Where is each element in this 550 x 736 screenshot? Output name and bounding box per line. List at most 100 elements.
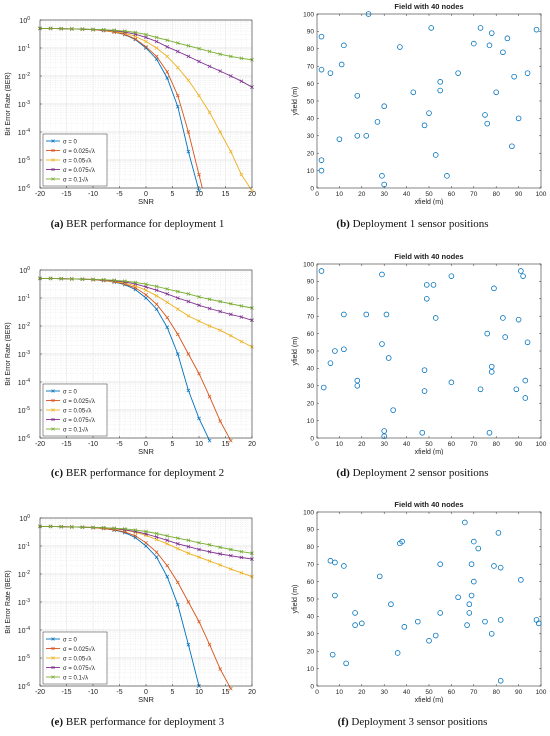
x-tick-label: 20: [248, 689, 256, 696]
legend: σ = 0 σ = 0.025√λ σ = 0.05√λ σ = 0.075√λ σ =…: [42, 631, 108, 685]
series-marker: [186, 78, 191, 83]
x-tick-label: 20: [358, 441, 366, 448]
node-point: [477, 386, 484, 393]
node-point: [522, 395, 529, 401]
node-point: [320, 384, 327, 391]
node-point: [524, 339, 531, 346]
x-tick-label: -15: [61, 689, 71, 696]
series-marker: [239, 56, 244, 61]
series-marker: [197, 172, 201, 177]
series-marker: [186, 54, 191, 59]
y-axis-label: yfield (m): [292, 337, 299, 366]
series-marker: [197, 416, 201, 421]
node-point: [500, 315, 506, 321]
node-point: [432, 315, 439, 321]
series-marker: [175, 332, 180, 337]
series-marker: [69, 525, 74, 529]
node-point: [515, 316, 522, 323]
series-marker: [165, 300, 170, 305]
node-point: [466, 601, 473, 608]
node-point: [381, 181, 387, 188]
field-chart-2: Field with 40 nodes 0 10 20 30 40 50 60 70 80 90 10…: [275, 250, 550, 456]
node-point: [464, 622, 470, 628]
node-point: [511, 73, 517, 80]
y-tick-label: 60: [307, 81, 315, 88]
node-point: [318, 33, 325, 40]
legend-marker: [51, 148, 55, 153]
node-point: [504, 35, 511, 42]
x-tick-label: -10: [88, 441, 98, 448]
node-point: [352, 622, 358, 628]
node-point: [437, 79, 444, 85]
y-tick-label: 10-2: [18, 322, 30, 331]
y-tick-label: 100: [303, 11, 314, 18]
x-tick-label: 90: [515, 191, 523, 198]
node-point: [515, 115, 522, 122]
node-point: [419, 429, 426, 436]
node-point: [397, 44, 403, 50]
node-point: [421, 367, 428, 373]
x-tick-label: 30: [381, 441, 389, 448]
series-marker: [175, 41, 180, 45]
series-marker: [239, 304, 244, 308]
y-tick-label: 10-1: [18, 44, 30, 53]
legend-marker: [51, 656, 55, 660]
series-marker: [218, 299, 223, 304]
series-marker: [144, 296, 148, 300]
series-marker: [59, 26, 64, 31]
y-tick-label: 50: [307, 98, 315, 105]
node-point: [421, 122, 428, 129]
y-tick-label: 80: [307, 544, 315, 551]
x-tick-label: 70: [470, 689, 478, 696]
series-marker: [175, 289, 180, 294]
series-marker: [48, 26, 53, 31]
x-tick-label: -15: [61, 191, 71, 198]
series-marker: [144, 540, 148, 545]
series-marker: [112, 28, 117, 33]
node-point: [437, 610, 444, 616]
y-tick-label: 10-5: [18, 406, 30, 415]
node-point: [535, 620, 542, 627]
series-marker: [239, 555, 244, 560]
series-marker: [197, 555, 201, 559]
node-point: [497, 564, 504, 571]
series-marker: [101, 277, 106, 282]
node-point: [520, 273, 526, 279]
y-tick-label: 20: [307, 401, 315, 408]
field-plot-1: Field with 40 nodes 0 10 20 30 40 50 60 70 80 90 10…: [292, 2, 547, 206]
node-point: [497, 617, 504, 623]
series-marker: [165, 292, 170, 296]
series-marker: [133, 534, 138, 538]
series-marker: [186, 642, 191, 647]
x-tick-label: 60: [448, 441, 456, 448]
node-point: [318, 268, 325, 274]
legend-marker: [51, 427, 55, 431]
x-tick-label: 5: [171, 689, 175, 696]
y-tick-label: 10: [307, 666, 315, 673]
legend-label: σ = 0.05√λ: [63, 655, 92, 662]
series-marker: [239, 549, 244, 554]
x-tick-label: 60: [448, 191, 456, 198]
series-marker: [154, 39, 159, 44]
series-marker: [197, 303, 201, 308]
series-marker: [228, 553, 233, 558]
series-marker: [59, 276, 64, 281]
series-marker: [197, 319, 201, 323]
node-point: [379, 271, 385, 278]
series-marker: [186, 538, 191, 543]
series-marker: [112, 278, 117, 283]
node-point: [329, 651, 336, 658]
series-marker: [165, 287, 170, 291]
node-point: [488, 363, 495, 370]
node-point: [482, 112, 488, 118]
series-marker: [175, 296, 180, 300]
x-tick-label: 90: [515, 441, 523, 448]
series-marker: [175, 352, 180, 356]
y-tick-label: 100: [303, 509, 314, 516]
legend-label: σ = 0.1√λ: [63, 426, 88, 433]
node-point: [455, 70, 461, 76]
node-point: [482, 618, 488, 625]
series-marker: [197, 46, 201, 51]
legend-label: σ = 0.075√λ: [63, 665, 95, 672]
series-marker: [165, 538, 170, 543]
